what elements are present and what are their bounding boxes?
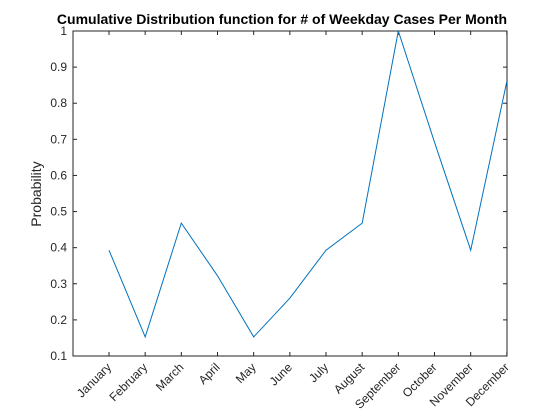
y-tick-label: 0.5 <box>50 205 67 219</box>
y-tick-label: 0.8 <box>50 96 67 110</box>
y-tick-label: 0.6 <box>50 168 67 182</box>
y-tick-label: 0.1 <box>50 349 67 363</box>
series-line-0 <box>108 30 508 339</box>
series-layer <box>108 30 508 339</box>
y-axis-label: Probability <box>28 161 44 226</box>
plot-area-box <box>72 30 508 357</box>
x-tick-label-may: May <box>233 360 259 386</box>
y-tick-label: 0.2 <box>50 313 67 327</box>
y-tick-label: 0.9 <box>50 60 67 74</box>
x-tick-label-july: July <box>306 360 331 385</box>
y-tick-label: 0.7 <box>50 132 67 146</box>
x-tick-label-february: February <box>106 360 150 404</box>
y-tick-label: 0.3 <box>50 277 67 291</box>
y-ticks: 0.1 0.2 0.3 0.4 0.5 0.6 0.7 0.8 0.9 1 <box>50 24 507 363</box>
x-tick-label-march: March <box>153 360 186 393</box>
chart-title: Cumulative Distribution function for # o… <box>57 11 507 27</box>
y-tick-label: 1 <box>60 24 67 38</box>
x-tick-label-june: June <box>267 360 296 389</box>
y-tick-label: 0.4 <box>50 241 67 255</box>
x-tick-label-april: April <box>196 360 223 387</box>
